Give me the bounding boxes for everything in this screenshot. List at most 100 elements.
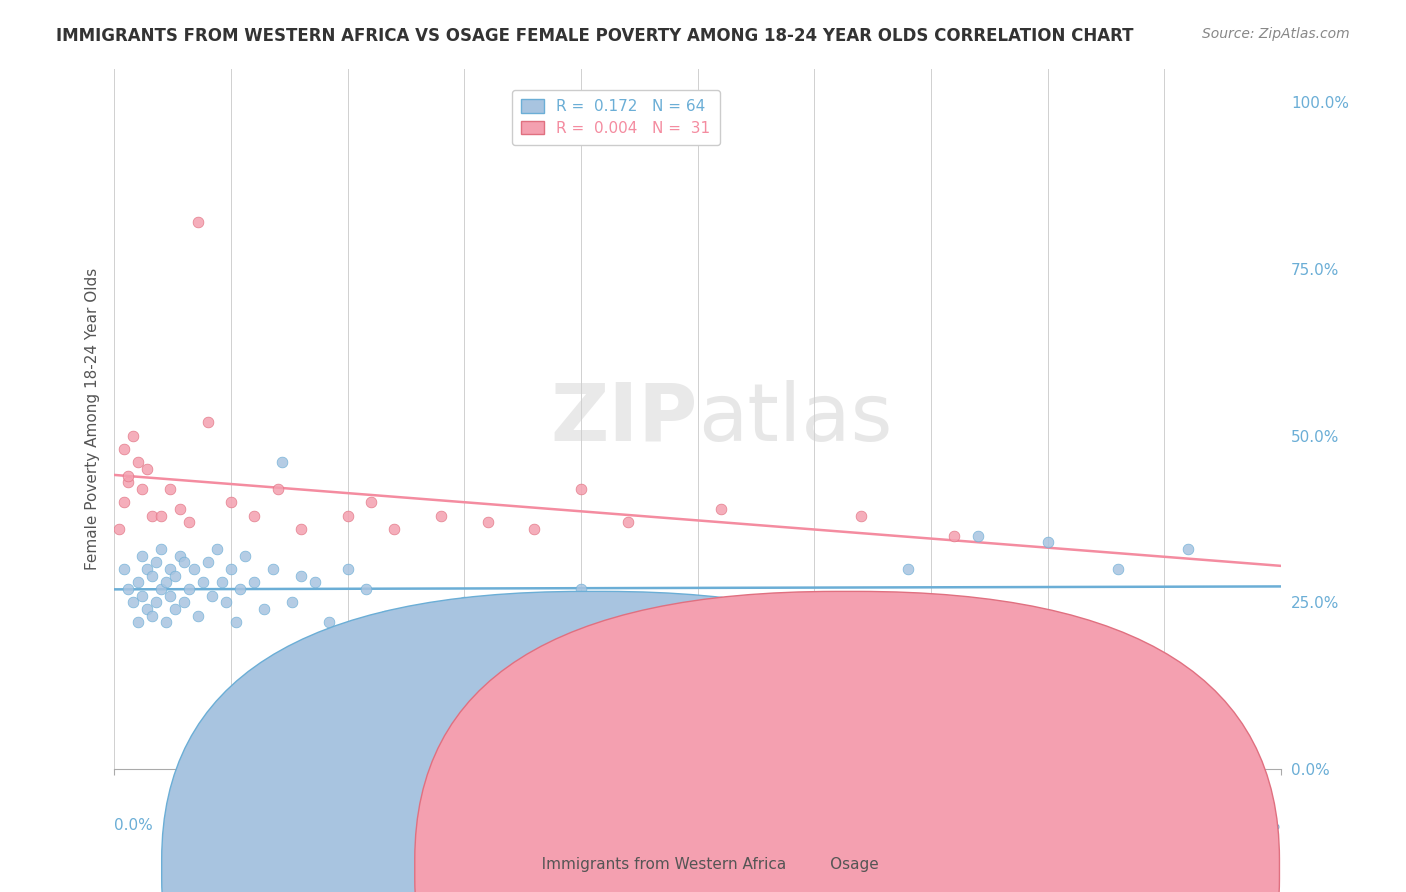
Point <box>243 575 266 590</box>
Point <box>318 615 340 630</box>
Point <box>1036 535 1059 549</box>
Point <box>262 562 284 576</box>
Point <box>664 629 686 643</box>
Text: atlas: atlas <box>697 380 891 458</box>
Point <box>290 522 312 536</box>
Point <box>135 462 157 476</box>
Point <box>127 615 149 630</box>
Point <box>616 615 638 630</box>
Point <box>219 562 242 576</box>
Point <box>710 502 733 516</box>
Point <box>127 455 149 469</box>
Point <box>420 642 443 657</box>
Point <box>453 595 475 609</box>
Point <box>117 468 139 483</box>
Point <box>141 608 163 623</box>
Point <box>191 575 214 590</box>
Point <box>177 516 200 530</box>
Point <box>374 608 396 623</box>
Point <box>131 589 153 603</box>
Point <box>183 562 205 576</box>
Point <box>141 508 163 523</box>
Point <box>354 582 377 596</box>
Point <box>149 508 172 523</box>
Text: Source: ZipAtlas.com: Source: ZipAtlas.com <box>1202 27 1350 41</box>
Text: 0.0%: 0.0% <box>114 818 153 833</box>
Point <box>803 615 825 630</box>
Point <box>169 549 191 563</box>
Point <box>201 589 224 603</box>
Point <box>360 495 382 509</box>
Point <box>145 595 167 609</box>
Text: ZIP: ZIP <box>550 380 697 458</box>
Point <box>266 482 288 496</box>
Point <box>187 608 209 623</box>
Point <box>943 529 966 543</box>
Legend: R =  0.172   N = 64, R =  0.004   N =  31: R = 0.172 N = 64, R = 0.004 N = 31 <box>512 90 720 145</box>
Point <box>173 556 195 570</box>
Y-axis label: Female Poverty Among 18-24 Year Olds: Female Poverty Among 18-24 Year Olds <box>86 268 100 570</box>
Point <box>127 575 149 590</box>
Point <box>169 502 191 516</box>
Point <box>1177 542 1199 557</box>
Point <box>117 582 139 596</box>
Point <box>849 508 872 523</box>
Point <box>304 575 326 590</box>
Point <box>243 508 266 523</box>
Point <box>159 562 181 576</box>
Text: 25.0%: 25.0% <box>1233 818 1281 833</box>
Point <box>233 549 256 563</box>
Point <box>392 629 415 643</box>
Point <box>159 589 181 603</box>
Point <box>477 516 499 530</box>
Point <box>523 656 546 670</box>
Point <box>112 442 135 456</box>
Point <box>159 482 181 496</box>
Point <box>569 482 592 496</box>
Point <box>163 568 186 582</box>
Point <box>897 562 920 576</box>
Point <box>149 542 172 557</box>
Point <box>131 482 153 496</box>
Point <box>135 562 157 576</box>
Point <box>121 595 143 609</box>
Point <box>155 615 177 630</box>
Point <box>485 615 508 630</box>
Point <box>382 522 405 536</box>
Point <box>163 602 186 616</box>
Point <box>205 542 228 557</box>
Text: IMMIGRANTS FROM WESTERN AFRICA VS OSAGE FEMALE POVERTY AMONG 18-24 YEAR OLDS COR: IMMIGRANTS FROM WESTERN AFRICA VS OSAGE … <box>56 27 1133 45</box>
Point <box>219 495 242 509</box>
Point <box>117 475 139 490</box>
Point <box>112 562 135 576</box>
Point <box>215 595 238 609</box>
Text: Immigrants from Western Africa         Osage: Immigrants from Western Africa Osage <box>527 857 879 872</box>
Point <box>616 516 638 530</box>
Point <box>1107 562 1129 576</box>
Point <box>229 582 252 596</box>
Point <box>187 215 209 229</box>
Point <box>145 556 167 570</box>
Point <box>135 602 157 616</box>
Point <box>966 529 988 543</box>
Point <box>211 575 233 590</box>
Point <box>141 568 163 582</box>
Point <box>430 508 453 523</box>
Point <box>569 582 592 596</box>
Point <box>121 428 143 442</box>
Point <box>523 522 546 536</box>
Point <box>252 602 274 616</box>
Point <box>547 635 569 649</box>
Point <box>280 595 302 609</box>
Point <box>131 549 153 563</box>
Point <box>149 582 172 596</box>
Point <box>155 575 177 590</box>
Point <box>290 568 312 582</box>
Point <box>225 615 247 630</box>
Point <box>710 595 733 609</box>
Point <box>177 582 200 596</box>
Point <box>112 495 135 509</box>
Point <box>197 415 219 429</box>
Point <box>271 455 294 469</box>
Point <box>336 562 359 576</box>
